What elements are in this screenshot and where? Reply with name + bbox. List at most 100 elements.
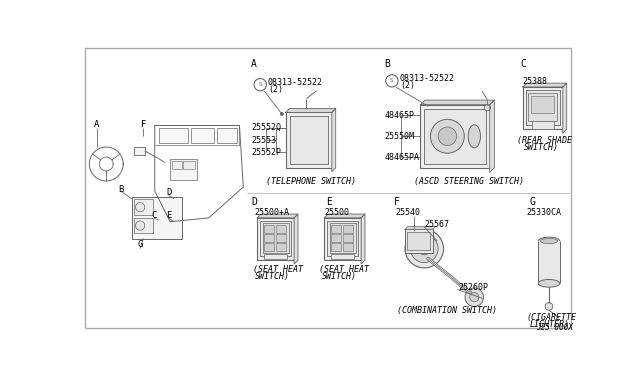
Bar — [264, 234, 274, 242]
Circle shape — [545, 302, 553, 310]
Text: 25388: 25388 — [523, 77, 548, 86]
Bar — [264, 254, 287, 260]
Bar — [285, 112, 332, 168]
Ellipse shape — [468, 125, 481, 148]
Text: F: F — [394, 198, 399, 208]
Circle shape — [426, 105, 429, 108]
Text: (2): (2) — [401, 81, 415, 90]
Text: (SEAT HEAT: (SEAT HEAT — [253, 265, 303, 274]
Polygon shape — [332, 109, 336, 172]
Text: J25 000X: J25 000X — [536, 324, 573, 333]
Bar — [330, 223, 356, 253]
Bar — [424, 109, 486, 164]
Text: 48465P: 48465P — [384, 111, 414, 120]
Bar — [526, 90, 560, 125]
Text: LIGHTER): LIGHTER) — [530, 320, 570, 330]
Bar — [331, 254, 354, 260]
Bar — [172, 161, 182, 169]
Text: S: S — [259, 82, 262, 87]
Text: 25550M: 25550M — [384, 132, 414, 141]
Bar — [170, 158, 197, 180]
Text: (REAR SHADE: (REAR SHADE — [516, 137, 572, 145]
Text: 08313-52522: 08313-52522 — [399, 74, 454, 83]
Circle shape — [484, 105, 490, 111]
Text: SWITCH): SWITCH) — [524, 143, 559, 152]
Polygon shape — [405, 226, 436, 230]
Polygon shape — [324, 214, 365, 218]
Text: C: C — [520, 59, 526, 69]
Bar — [159, 128, 188, 143]
Polygon shape — [420, 100, 494, 105]
Text: B: B — [384, 59, 390, 69]
Bar — [276, 234, 287, 242]
Circle shape — [410, 235, 438, 263]
Polygon shape — [538, 241, 560, 283]
Text: D: D — [166, 188, 172, 197]
Circle shape — [470, 293, 479, 302]
Circle shape — [438, 127, 456, 145]
Bar — [134, 218, 153, 233]
Text: 25500+A: 25500+A — [255, 208, 290, 217]
Bar — [289, 116, 328, 164]
Text: (TELEPHONE SWITCH): (TELEPHONE SWITCH) — [266, 177, 356, 186]
Text: 25500: 25500 — [325, 208, 350, 217]
Bar — [264, 243, 274, 251]
Bar — [134, 147, 145, 155]
Text: (COMBINATION SWITCH): (COMBINATION SWITCH) — [397, 306, 497, 315]
Bar — [407, 232, 431, 250]
Circle shape — [405, 230, 444, 268]
Polygon shape — [361, 214, 365, 264]
Circle shape — [136, 202, 145, 212]
Text: (2): (2) — [269, 85, 284, 94]
Bar — [260, 221, 291, 256]
Ellipse shape — [541, 238, 557, 244]
Polygon shape — [490, 100, 494, 173]
Circle shape — [254, 78, 266, 91]
Text: (SEAT HEAT: (SEAT HEAT — [319, 265, 369, 274]
Circle shape — [386, 75, 398, 87]
Bar — [327, 221, 358, 256]
Bar — [344, 225, 353, 232]
Polygon shape — [285, 109, 336, 112]
Text: 25553: 25553 — [252, 136, 276, 145]
Text: 25552P: 25552P — [252, 148, 282, 157]
Text: 25260P: 25260P — [459, 283, 489, 292]
Bar — [183, 161, 195, 169]
Circle shape — [431, 119, 464, 153]
Bar — [262, 223, 289, 253]
Text: 08313-52522: 08313-52522 — [268, 78, 323, 87]
Text: 25330CA: 25330CA — [527, 208, 562, 217]
Bar — [532, 121, 554, 129]
Circle shape — [136, 221, 145, 230]
Text: G: G — [530, 198, 536, 208]
Bar — [276, 225, 287, 232]
Text: B: B — [118, 185, 123, 194]
Bar — [276, 243, 287, 251]
Text: 25552Q: 25552Q — [252, 123, 282, 132]
Bar — [331, 234, 341, 242]
Text: 48465PA: 48465PA — [384, 153, 419, 161]
Bar — [420, 105, 490, 168]
Bar — [191, 128, 214, 143]
Bar — [344, 243, 353, 251]
Ellipse shape — [538, 279, 560, 287]
Bar — [134, 199, 153, 215]
Bar — [331, 225, 341, 232]
Text: 25540: 25540 — [396, 208, 420, 217]
Bar — [528, 93, 557, 121]
Polygon shape — [563, 83, 566, 133]
Bar — [264, 225, 274, 232]
Text: G: G — [137, 240, 143, 249]
Bar — [344, 234, 353, 242]
Text: C: C — [151, 211, 156, 220]
Circle shape — [280, 112, 284, 115]
Bar — [324, 218, 361, 260]
Bar — [217, 128, 237, 143]
Text: F: F — [141, 120, 147, 129]
Text: (CIGARETTE: (CIGARETTE — [527, 314, 577, 323]
Text: A: A — [94, 120, 99, 129]
Text: 25567: 25567 — [424, 219, 449, 228]
Circle shape — [418, 243, 431, 255]
Bar — [405, 230, 433, 253]
Text: S: S — [390, 78, 394, 83]
